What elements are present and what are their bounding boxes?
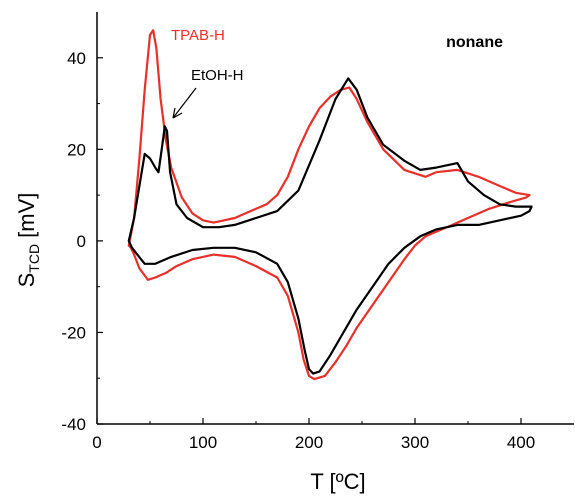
y-tick-label: -20 [61, 323, 86, 342]
y-axis-title-unit: [mV] [14, 193, 39, 244]
y-axis-title-main: S [14, 273, 39, 288]
x-tick-label: 200 [295, 433, 323, 452]
x-tick-label: 100 [189, 433, 217, 452]
panel-label: nonane [446, 34, 503, 51]
annotation-tpab-label: TPAB-H [171, 27, 225, 44]
annotation-arrow [172, 87, 197, 119]
y-axis-title-subscript: TCD [26, 244, 42, 273]
x-tick-label: 300 [401, 433, 429, 452]
series-line-etoh-h [127, 77, 533, 375]
y-axis-title: STCD [mV] [14, 193, 42, 288]
axes-layer [96, 12, 574, 425]
annotation-etoh-label: EtOH-H [191, 67, 244, 84]
x-tick-label: 0 [92, 433, 101, 452]
series-layer [127, 29, 533, 381]
y-tick-label: 20 [67, 140, 86, 159]
series-line-tpab-h [127, 29, 531, 381]
y-tick-label: 40 [67, 49, 86, 68]
ticks-layer: 0 100 200 300 400 -40 -20 0 20 40 [61, 49, 535, 452]
y-tick-label: 0 [77, 232, 86, 251]
x-tick-label: 400 [507, 433, 535, 452]
y-tick-label: -40 [61, 415, 86, 434]
x-axis-title: T [ºC] [310, 469, 365, 494]
annotation-arrowhead [172, 107, 183, 119]
